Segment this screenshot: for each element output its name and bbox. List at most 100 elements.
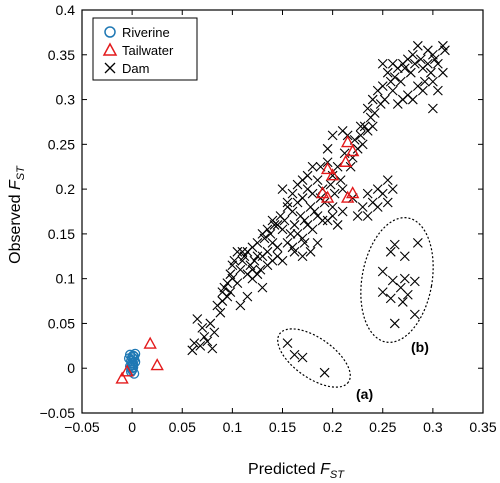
dam-point bbox=[207, 343, 218, 354]
x-tick-label: 0.15 bbox=[269, 419, 296, 435]
legend-item-riverine: Riverine bbox=[104, 25, 170, 40]
dam-point bbox=[337, 184, 348, 194]
series-riverine bbox=[123, 348, 141, 379]
x-tick-label: 0.1 bbox=[223, 419, 243, 435]
cluster-outlines bbox=[277, 217, 434, 388]
tailwater-point bbox=[340, 190, 355, 203]
y-tick-label: 0.05 bbox=[48, 315, 75, 331]
dam-point bbox=[377, 81, 388, 92]
legend-label-riverine: Riverine bbox=[122, 25, 170, 40]
y-axis-ticks: −0.05 0 0.05 0.1 0.15 0.2 0.25 0.3 0.35 0.4 bbox=[40, 2, 483, 421]
dam-point bbox=[399, 273, 410, 284]
dam-point bbox=[402, 289, 413, 300]
dam-point bbox=[357, 139, 368, 150]
dam-point bbox=[327, 202, 338, 212]
cluster-a-outline bbox=[277, 328, 351, 388]
dam-point bbox=[312, 175, 323, 186]
dam-point bbox=[392, 99, 403, 109]
dam-point bbox=[432, 85, 443, 96]
dam-point bbox=[289, 220, 300, 230]
dam-point bbox=[267, 215, 278, 226]
dam-point bbox=[325, 179, 336, 190]
dam-point bbox=[289, 246, 300, 257]
dam-point bbox=[205, 318, 216, 329]
riverine-point bbox=[123, 353, 135, 364]
y-tick-label: 0.3 bbox=[56, 92, 76, 108]
dam-point bbox=[285, 229, 296, 239]
y-axis-title-sub: ST bbox=[15, 165, 27, 180]
dam-point bbox=[419, 76, 430, 87]
dam-point bbox=[387, 85, 398, 96]
dam-point bbox=[409, 309, 420, 320]
dam-point bbox=[397, 297, 408, 307]
dam-point bbox=[379, 94, 390, 105]
dam-point bbox=[337, 206, 348, 217]
annotation-b: (b) bbox=[411, 339, 429, 355]
dam-point bbox=[197, 323, 208, 333]
dam-point bbox=[307, 161, 318, 172]
tailwater-point bbox=[115, 371, 129, 384]
cluster-b-outline bbox=[360, 217, 434, 343]
tailwater-point bbox=[345, 144, 360, 157]
dam-point bbox=[222, 278, 233, 289]
dam-point bbox=[332, 220, 343, 230]
dam-point bbox=[287, 188, 298, 199]
y-axis-title-label: Observed bbox=[7, 194, 24, 263]
dam-point bbox=[332, 161, 343, 172]
x-tick-label: 0.25 bbox=[369, 419, 396, 435]
dam-point bbox=[277, 184, 288, 194]
dam-point bbox=[242, 246, 253, 257]
dam-point bbox=[307, 188, 318, 199]
dam-point bbox=[427, 76, 438, 87]
dam-point bbox=[252, 251, 263, 262]
data-marks bbox=[115, 40, 450, 384]
dam-point bbox=[305, 246, 316, 257]
dam-point bbox=[282, 197, 293, 208]
dam-point bbox=[279, 215, 290, 226]
legend-marker-tailwater bbox=[102, 42, 118, 56]
dam-point bbox=[292, 179, 303, 190]
dam-point bbox=[402, 90, 413, 100]
dam-point bbox=[287, 206, 298, 217]
dam-point bbox=[422, 58, 433, 69]
dam-point bbox=[327, 170, 338, 181]
dam-point bbox=[367, 121, 378, 132]
dam-point bbox=[262, 246, 273, 257]
dam-point bbox=[389, 318, 400, 329]
dam-point bbox=[232, 246, 243, 257]
dam-point bbox=[237, 255, 248, 266]
tailwater-point bbox=[150, 358, 164, 371]
dam-point bbox=[415, 54, 426, 65]
dam-point bbox=[359, 121, 370, 132]
dam-point bbox=[399, 251, 410, 262]
y-tick-label: 0.25 bbox=[48, 136, 75, 152]
y-axis-title-var: F bbox=[7, 179, 24, 190]
x-tick-label: −0.05 bbox=[64, 419, 100, 435]
dam-point bbox=[329, 188, 340, 199]
dam-point bbox=[272, 251, 283, 262]
dam-point bbox=[317, 215, 328, 226]
dam-point bbox=[297, 352, 308, 363]
dam-point bbox=[339, 148, 350, 159]
dam-point bbox=[299, 215, 310, 226]
x-tick-label: 0.2 bbox=[323, 419, 343, 435]
dam-point bbox=[362, 103, 373, 114]
dam-point bbox=[192, 314, 203, 324]
dam-point bbox=[297, 251, 308, 262]
dam-point bbox=[187, 345, 198, 356]
dam-point bbox=[432, 58, 443, 69]
dam-point bbox=[262, 260, 273, 271]
dam-point bbox=[347, 152, 358, 163]
series-tailwater bbox=[115, 135, 360, 384]
legend-marker-riverine bbox=[104, 26, 116, 38]
dam-point bbox=[257, 282, 268, 293]
dam-point bbox=[372, 202, 383, 212]
dam-point bbox=[189, 338, 200, 349]
y-tick-label: 0.35 bbox=[48, 47, 75, 63]
riverine-point bbox=[128, 351, 140, 362]
y-axis-title: Observed FST bbox=[7, 165, 27, 264]
dam-point bbox=[407, 49, 418, 60]
dam-point bbox=[382, 67, 393, 78]
dam-point bbox=[209, 327, 220, 338]
dam-point bbox=[299, 237, 310, 248]
